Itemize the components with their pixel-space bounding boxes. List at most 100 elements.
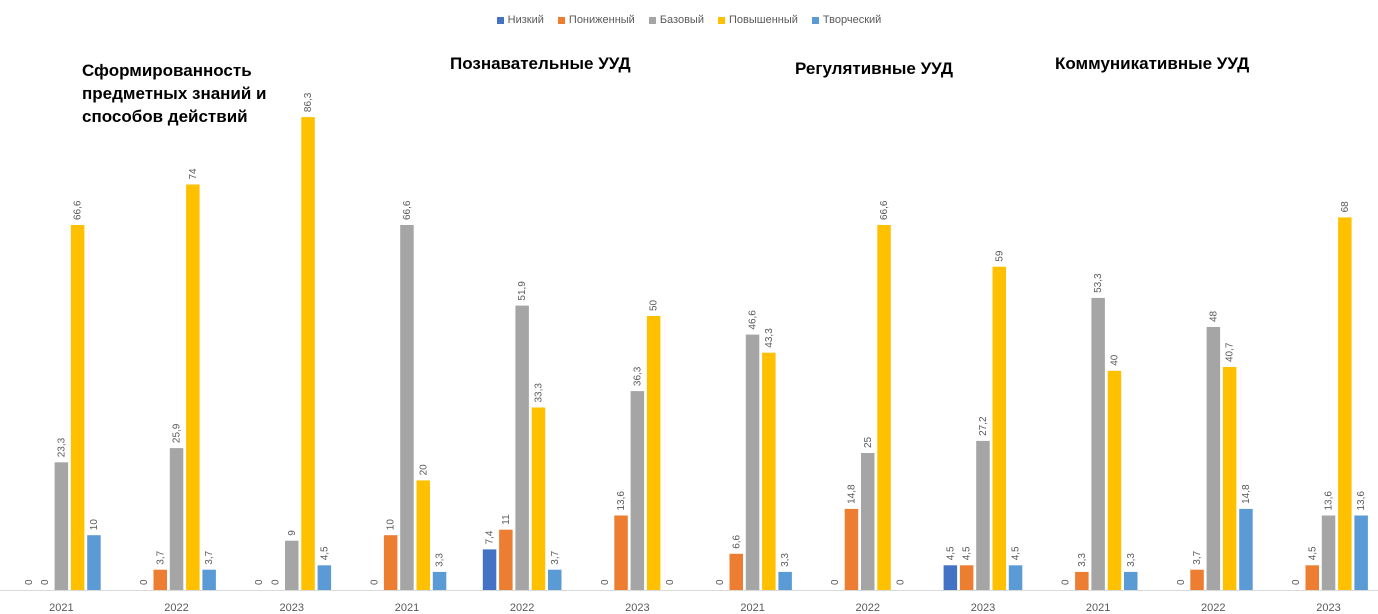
data-label: 36,3 <box>632 366 643 386</box>
data-label: 10 <box>386 519 397 531</box>
data-label: 6,6 <box>731 534 742 548</box>
bar <box>1239 508 1253 590</box>
data-label: 74 <box>188 168 199 180</box>
bar <box>745 334 760 590</box>
bar <box>646 316 661 590</box>
group-title-cognitive: Познавательные УУД <box>450 54 631 73</box>
x-tick-label: 2023 <box>1316 602 1340 614</box>
data-label: 3,3 <box>780 553 791 567</box>
bar <box>877 225 891 590</box>
bar <box>959 565 974 590</box>
legend-item-high: Повышенный <box>717 14 798 26</box>
legend-label: Низкий <box>507 14 544 26</box>
x-tick-label: 2022 <box>856 602 880 614</box>
x-tick-label: 2022 <box>164 602 188 614</box>
data-label: 0 <box>40 579 51 585</box>
bar <box>54 462 69 590</box>
legend-item-creative: Творческий <box>811 14 881 26</box>
x-tick-label: 2023 <box>280 602 304 614</box>
bar <box>499 529 513 590</box>
x-tick-label: 2022 <box>1201 602 1225 614</box>
x-tick-label: 2021 <box>49 602 73 614</box>
bar <box>1354 515 1368 590</box>
data-label: 27,2 <box>978 416 989 436</box>
data-label: 0 <box>600 579 611 585</box>
data-label: 0 <box>369 579 380 585</box>
bar <box>1091 297 1105 590</box>
group-title-regulatory: Регулятивные УУД <box>795 59 953 78</box>
chart-legend: Низкий Пониженный Базовый Повышенный Тво… <box>0 14 1378 26</box>
data-label: 0 <box>1061 579 1072 585</box>
bar <box>432 571 447 590</box>
data-label: 0 <box>1176 579 1187 585</box>
bar <box>548 569 562 590</box>
data-label: 3,7 <box>1192 550 1203 564</box>
bar <box>778 571 792 590</box>
bar <box>943 565 958 590</box>
bar <box>186 184 200 590</box>
data-label: 4,5 <box>1011 546 1022 560</box>
bar <box>202 569 216 590</box>
data-label: 0 <box>1291 579 1302 585</box>
bar <box>301 117 315 590</box>
data-label: 4,5 <box>319 546 330 560</box>
data-label: 25 <box>863 436 874 448</box>
data-label: 0 <box>254 579 265 585</box>
bar <box>87 535 101 590</box>
bar <box>844 508 859 590</box>
data-label: 4,5 <box>945 546 956 560</box>
data-label: 33,3 <box>534 383 545 403</box>
data-label: 14,8 <box>1241 484 1252 504</box>
data-label: 7,4 <box>485 530 496 544</box>
bar <box>1008 565 1023 590</box>
data-label: 23,3 <box>56 437 67 457</box>
bar <box>729 553 743 590</box>
data-label: 3,7 <box>204 550 215 564</box>
x-tick-label: 2023 <box>971 602 995 614</box>
data-label: 3,3 <box>1126 553 1137 567</box>
data-label: 50 <box>649 299 660 311</box>
data-label: 43,3 <box>764 328 775 348</box>
data-label: 59 <box>994 250 1005 262</box>
data-label: 0 <box>895 579 906 585</box>
data-label: 66,6 <box>879 200 890 220</box>
bar <box>169 448 184 590</box>
data-label: 0 <box>270 579 281 585</box>
data-label: 40 <box>1110 354 1121 366</box>
data-label: 68 <box>1340 201 1351 213</box>
bar <box>992 266 1006 590</box>
data-label: 0 <box>665 579 676 585</box>
bar <box>1305 565 1319 590</box>
data-label: 3,7 <box>550 550 561 564</box>
data-label: 14,8 <box>846 484 857 504</box>
legend-label: Повышенный <box>728 14 798 26</box>
data-label: 25,9 <box>172 423 183 443</box>
legend-item-reduced: Пониженный <box>557 14 635 26</box>
data-label: 13,6 <box>1356 491 1367 511</box>
bar <box>1206 327 1221 590</box>
bar <box>1321 515 1336 590</box>
x-tick-label: 2022 <box>510 602 534 614</box>
x-tick-label: 2021 <box>395 602 419 614</box>
data-label: 0 <box>830 579 841 585</box>
data-label: 10 <box>89 519 100 531</box>
legend-label: Базовый <box>659 14 704 26</box>
bar <box>1124 571 1138 590</box>
bar <box>1222 367 1237 590</box>
data-label: 11 <box>501 514 512 525</box>
x-tick-label: 2021 <box>740 602 764 614</box>
legend-swatch <box>717 16 725 24</box>
data-label: 46,6 <box>748 310 759 330</box>
x-tick-label: 2023 <box>625 602 649 614</box>
legend-item-low: Низкий <box>496 14 544 26</box>
bar <box>762 352 776 590</box>
bar <box>1107 370 1122 590</box>
data-label: 66,6 <box>73 200 84 220</box>
data-label: 13,6 <box>616 491 627 511</box>
bar <box>1338 217 1352 590</box>
bar <box>70 225 85 590</box>
data-label: 9 <box>287 530 298 536</box>
data-label: 53,3 <box>1093 273 1104 293</box>
data-label: 48 <box>1208 310 1219 322</box>
